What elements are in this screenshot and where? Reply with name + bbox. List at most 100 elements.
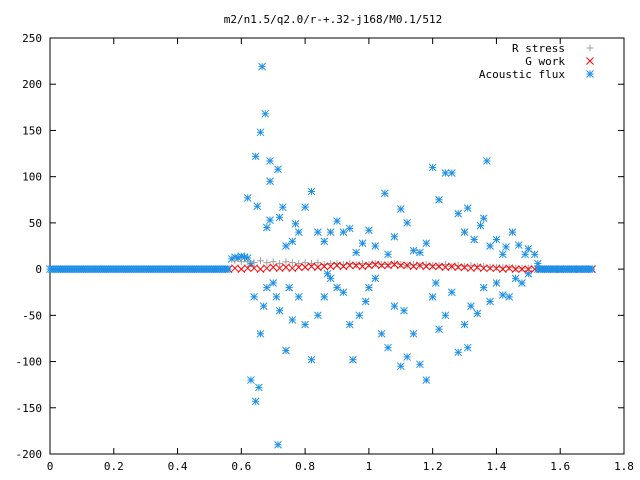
data-point: [288, 316, 297, 324]
data-point: [314, 263, 322, 272]
data-point: [247, 376, 255, 384]
data-point: [479, 214, 488, 223]
x-tick-label: 0.4: [168, 460, 188, 473]
y-tick-label: 250: [22, 32, 42, 45]
data-point: [255, 383, 263, 392]
data-point: [345, 261, 354, 270]
data-point: [447, 169, 456, 177]
data-point: [243, 194, 252, 202]
data-point: [483, 157, 491, 165]
data-point: [272, 292, 281, 301]
y-tick-label: -100: [16, 356, 43, 369]
y-tick-label: 50: [29, 217, 42, 230]
series-layer: [46, 62, 596, 449]
data-point: [301, 203, 309, 212]
data-point: [237, 258, 245, 266]
data-point: [352, 248, 360, 257]
data-point: [441, 263, 450, 272]
data-point: [269, 258, 277, 266]
data-point: [365, 260, 373, 268]
data-point: [263, 259, 271, 267]
data-point: [511, 265, 520, 273]
data-point: [314, 259, 322, 267]
data-point: [253, 202, 262, 211]
series-acoustic-flux: [227, 62, 542, 449]
data-point: [409, 329, 418, 338]
data-point: [301, 263, 309, 272]
x-tick-label: 0.8: [295, 460, 315, 473]
data-point: [250, 264, 258, 273]
legend-label: R stress: [512, 42, 565, 55]
data-point: [314, 228, 322, 236]
data-point: [454, 209, 463, 218]
data-point: [502, 243, 510, 251]
data-point: [447, 262, 456, 271]
data-point: [473, 263, 482, 272]
data-point: [479, 283, 488, 292]
data-point: [378, 260, 386, 268]
y-tick-label: 0: [35, 263, 42, 276]
data-point: [294, 263, 303, 272]
data-point: [460, 228, 469, 236]
legend-label: G work: [525, 55, 565, 68]
data-point: [460, 263, 469, 272]
data-point: [266, 177, 274, 186]
data-point: [269, 263, 278, 272]
data-point: [307, 355, 316, 364]
data-point: [258, 62, 266, 71]
data-point: [486, 297, 494, 306]
data-point: [428, 163, 437, 172]
data-point: [358, 262, 367, 271]
data-point: [259, 302, 268, 310]
data-point: [365, 261, 373, 270]
data-point: [384, 260, 392, 268]
data-point: [470, 235, 478, 244]
y-tick-label: -200: [16, 448, 43, 461]
data-point: [390, 232, 399, 241]
data-point: [282, 346, 290, 355]
data-point: [244, 258, 252, 266]
data-point: [463, 204, 472, 212]
x-tick-label: 1.6: [550, 460, 570, 473]
data-point: [514, 241, 523, 249]
data-point: [384, 261, 392, 270]
data-point: [397, 260, 405, 268]
data-point: [247, 259, 255, 268]
data-point: [256, 257, 264, 265]
y-tick-label: 150: [22, 124, 42, 137]
data-point: [460, 320, 469, 329]
data-point: [429, 261, 437, 269]
data-point: [231, 257, 239, 265]
data-point: [396, 362, 405, 371]
data-point: [396, 205, 405, 213]
data-point: [508, 228, 517, 236]
data-point: [416, 360, 424, 369]
data-point: [461, 262, 469, 270]
legend-marker: [586, 44, 594, 52]
data-point: [251, 397, 260, 406]
data-point: [524, 265, 533, 273]
data-point: [352, 260, 360, 268]
y-tick-label: -50: [22, 309, 42, 322]
legend-marker: [586, 57, 594, 65]
data-point: [505, 264, 514, 273]
data-point: [282, 263, 290, 272]
data-point: [320, 292, 329, 301]
data-point: [473, 309, 482, 318]
data-point: [256, 128, 265, 137]
data-point: [524, 244, 533, 253]
data-point: [339, 228, 348, 236]
data-point: [326, 262, 335, 271]
data-point: [307, 187, 316, 196]
data-point: [288, 264, 297, 273]
data-point: [492, 235, 501, 244]
series-r-stress: [231, 257, 532, 272]
data-point: [409, 246, 418, 255]
data-point: [355, 311, 364, 320]
data-point: [320, 237, 329, 246]
data-point: [224, 265, 232, 273]
data-point: [345, 320, 354, 329]
data-point: [498, 250, 507, 259]
x-tick-label: 1.4: [487, 460, 507, 473]
data-point: [479, 264, 488, 273]
